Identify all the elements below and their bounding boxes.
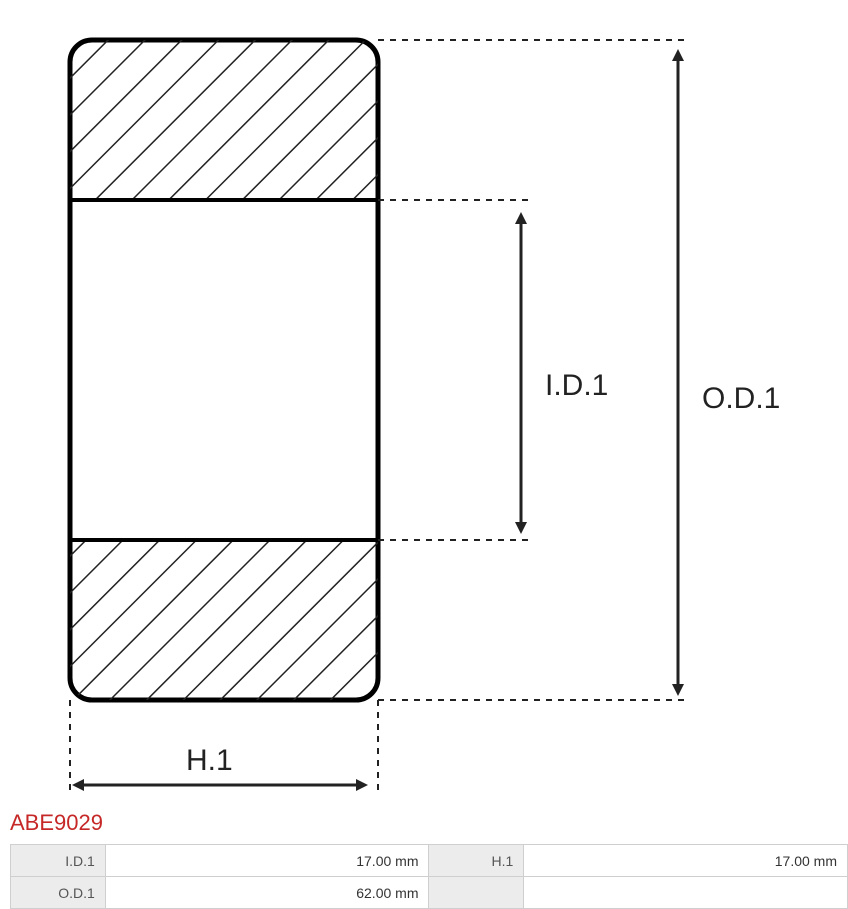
spec-value <box>524 877 848 909</box>
svg-text:O.D.1: O.D.1 <box>702 382 780 415</box>
spec-label: H.1 <box>429 845 524 877</box>
spec-value: 62.00 mm <box>105 877 429 909</box>
spec-table: I.D.117.00 mmH.117.00 mmO.D.162.00 mm <box>10 844 848 909</box>
spec-label: O.D.1 <box>11 877 106 909</box>
svg-text:I.D.1: I.D.1 <box>545 369 608 402</box>
spec-label: I.D.1 <box>11 845 106 877</box>
table-row: O.D.162.00 mm <box>11 877 848 909</box>
page: I.D.1O.D.1H.1 ABE9029 I.D.117.00 mmH.117… <box>0 0 848 909</box>
table-row: I.D.117.00 mmH.117.00 mm <box>11 845 848 877</box>
spec-value: 17.00 mm <box>524 845 848 877</box>
spec-label <box>429 877 524 909</box>
bearing-diagram: I.D.1 O.D.1 H.1 <box>0 0 848 810</box>
svg-text:H.1: H.1 <box>186 744 233 777</box>
part-number-title: ABE9029 <box>10 810 848 836</box>
diagram-area: I.D.1 O.D.1 H.1 <box>0 0 848 810</box>
spec-value: 17.00 mm <box>105 845 429 877</box>
